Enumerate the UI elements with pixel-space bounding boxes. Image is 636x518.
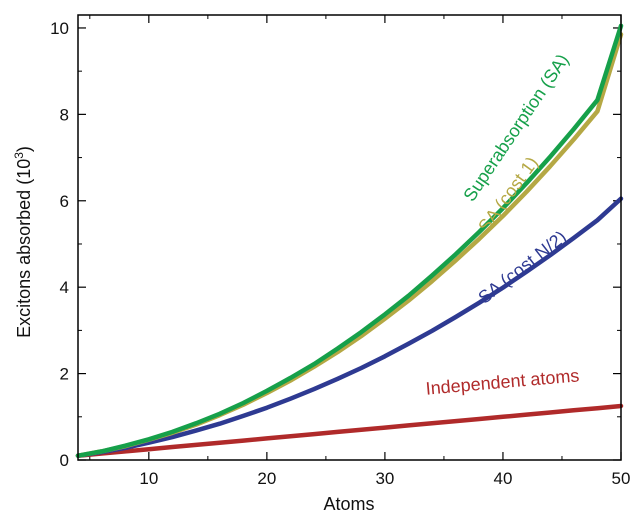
series-label-independent-atoms: Independent atoms xyxy=(425,365,580,398)
y-axis-label-exponent: 3 xyxy=(12,152,26,159)
y-tick-label: 8 xyxy=(60,105,69,124)
x-tick-label: 10 xyxy=(139,469,158,488)
x-tick-label: 20 xyxy=(257,469,276,488)
tick-labels: 10 20 30 40 50 0 2 4 6 8 10 xyxy=(50,19,630,488)
x-tick-label: 40 xyxy=(493,469,512,488)
series-label-sa-cost-n2: SA (cost N/2) xyxy=(474,227,570,308)
y-tick-label: 0 xyxy=(60,451,69,470)
y-tick-label: 4 xyxy=(60,278,69,297)
series-line-0 xyxy=(75,23,624,458)
series-lines xyxy=(75,23,624,458)
y-tick-label: 6 xyxy=(60,192,69,211)
series-line-3 xyxy=(75,403,624,458)
plot-frame xyxy=(77,14,622,461)
x-tick-label: 50 xyxy=(612,469,631,488)
y-tick-label: 10 xyxy=(50,19,69,38)
x-tick-label: 30 xyxy=(375,469,394,488)
y-tick-label: 2 xyxy=(60,365,69,384)
x-axis-label: Atoms xyxy=(323,494,374,514)
y-axis-label: Excitons absorbed (103) xyxy=(12,146,34,338)
series-line-2 xyxy=(75,196,624,458)
